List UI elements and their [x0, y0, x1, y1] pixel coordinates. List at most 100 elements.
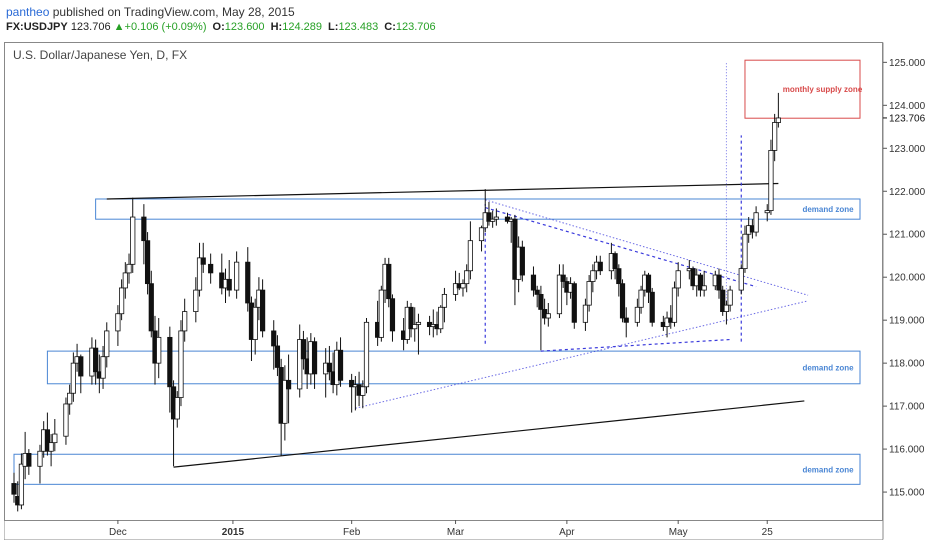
high-label: H: [270, 21, 283, 33]
close-label: C: [384, 21, 396, 33]
candle-body [326, 362, 332, 373]
time-axis[interactable] [4, 520, 883, 540]
candle-body [67, 392, 73, 405]
candle-body [260, 289, 266, 332]
high-value: 124.289 [282, 21, 322, 33]
candle-body [464, 270, 470, 285]
candle-body [156, 336, 162, 364]
candle-body [386, 263, 392, 300]
up-arrow-icon: ▲ [113, 21, 125, 33]
candle-body [697, 274, 704, 291]
candle-body [37, 450, 43, 467]
time-tick-label: 2015 [222, 527, 245, 538]
zones-layer: demand zone demand zone demand zone monthly… [13, 59, 863, 485]
supply-zone-box [744, 59, 861, 119]
low-value: 123.483 [338, 21, 379, 33]
candle-body [167, 336, 173, 388]
candle-body [389, 298, 396, 332]
candle-body [612, 253, 618, 270]
price-tick-label: 119.000 [889, 316, 925, 327]
candle-body [727, 289, 733, 306]
demand-zone-box [95, 198, 861, 220]
price-tick-label: 120.000 [889, 273, 926, 284]
candle-body [122, 272, 128, 289]
candle-body [363, 321, 370, 388]
drawing-lines-layer [106, 62, 809, 468]
author-link[interactable]: pantheo [6, 5, 50, 19]
candle-body [560, 274, 566, 282]
candle-body [623, 317, 629, 323]
candle-body [720, 289, 726, 312]
candle-body [48, 442, 54, 452]
candle-body [193, 289, 199, 312]
candle-body [297, 339, 303, 390]
price-tick-label: 116.000 [889, 445, 925, 456]
candle-body [252, 306, 258, 340]
candle-body [274, 345, 281, 368]
symbol-label[interactable]: FX:USDJPY [6, 21, 68, 33]
candle-body [300, 339, 307, 360]
publish-info: published on TradingView.com, May 28, 20… [52, 5, 295, 19]
price-ticks: 115.000 116.000 117.000 118.000 119.000 120.0… [883, 58, 926, 499]
candle-body [285, 379, 292, 390]
candle-body [716, 274, 722, 291]
candles-layer [11, 92, 781, 512]
candle-body [616, 268, 622, 285]
candle-body [638, 289, 644, 308]
candle-body [545, 313, 551, 319]
price-axis[interactable] [883, 42, 931, 540]
candle-body [519, 246, 525, 276]
candle-body [93, 347, 99, 373]
candle-body [490, 218, 496, 222]
candle-body [126, 263, 132, 274]
trendline [106, 182, 779, 200]
candle-body [119, 287, 125, 315]
candle-body [753, 212, 759, 233]
time-tick-label: Feb [343, 527, 361, 538]
time-tick-label: May [669, 527, 688, 538]
candle-body [178, 330, 184, 398]
open-label: O: [212, 21, 225, 33]
candle-body [493, 216, 499, 220]
candle-body [115, 313, 121, 332]
candle-body [349, 379, 355, 388]
price-tick-label: 115.000 [889, 488, 925, 499]
low-label: L: [328, 21, 339, 33]
demand-zone-label: demand zone [802, 363, 854, 372]
chart-header: pantheo published on TradingView.com, Ma… [0, 0, 932, 42]
candle-body [534, 289, 540, 295]
candle-body [141, 216, 147, 242]
channel-line [485, 207, 757, 288]
candle-body [148, 283, 154, 332]
open-value: 123.600 [224, 21, 265, 33]
price-tick-label: 125.000 [889, 58, 926, 69]
candle-body [44, 429, 50, 452]
candle-body [723, 304, 730, 312]
last-price-label: 123.706 [889, 113, 926, 124]
demand-zone-box [13, 453, 861, 485]
candle-body [438, 306, 444, 330]
candle-body [104, 330, 110, 358]
publish-line: pantheo published on TradingView.com, Ma… [6, 5, 295, 19]
price-tick-label: 123.000 [889, 144, 926, 155]
candle-body [452, 283, 459, 295]
time-ticks: Dec 2015 Feb Mar Apr May 25 [109, 520, 773, 538]
candle-body [619, 283, 626, 319]
candle-body [271, 330, 277, 347]
candle-body [701, 285, 707, 291]
candle-body [130, 216, 136, 265]
candle-body [11, 483, 17, 495]
candle-body [196, 257, 203, 291]
candle-body [486, 212, 492, 222]
candle-body [311, 341, 318, 375]
candle-body [764, 210, 770, 214]
quote-line: FX:USDJPY 123.706 ▲+0.106 (+0.09%) O:123… [6, 21, 436, 33]
chart-title: U.S. Dollar/Japanese Yen, D, FX [13, 48, 187, 62]
candle-body [738, 268, 744, 291]
candle-body [634, 306, 640, 323]
price-tick-label: 124.000 [889, 101, 926, 112]
candle-body [282, 379, 288, 424]
plot-frame [4, 42, 883, 540]
candle-body [772, 122, 778, 151]
